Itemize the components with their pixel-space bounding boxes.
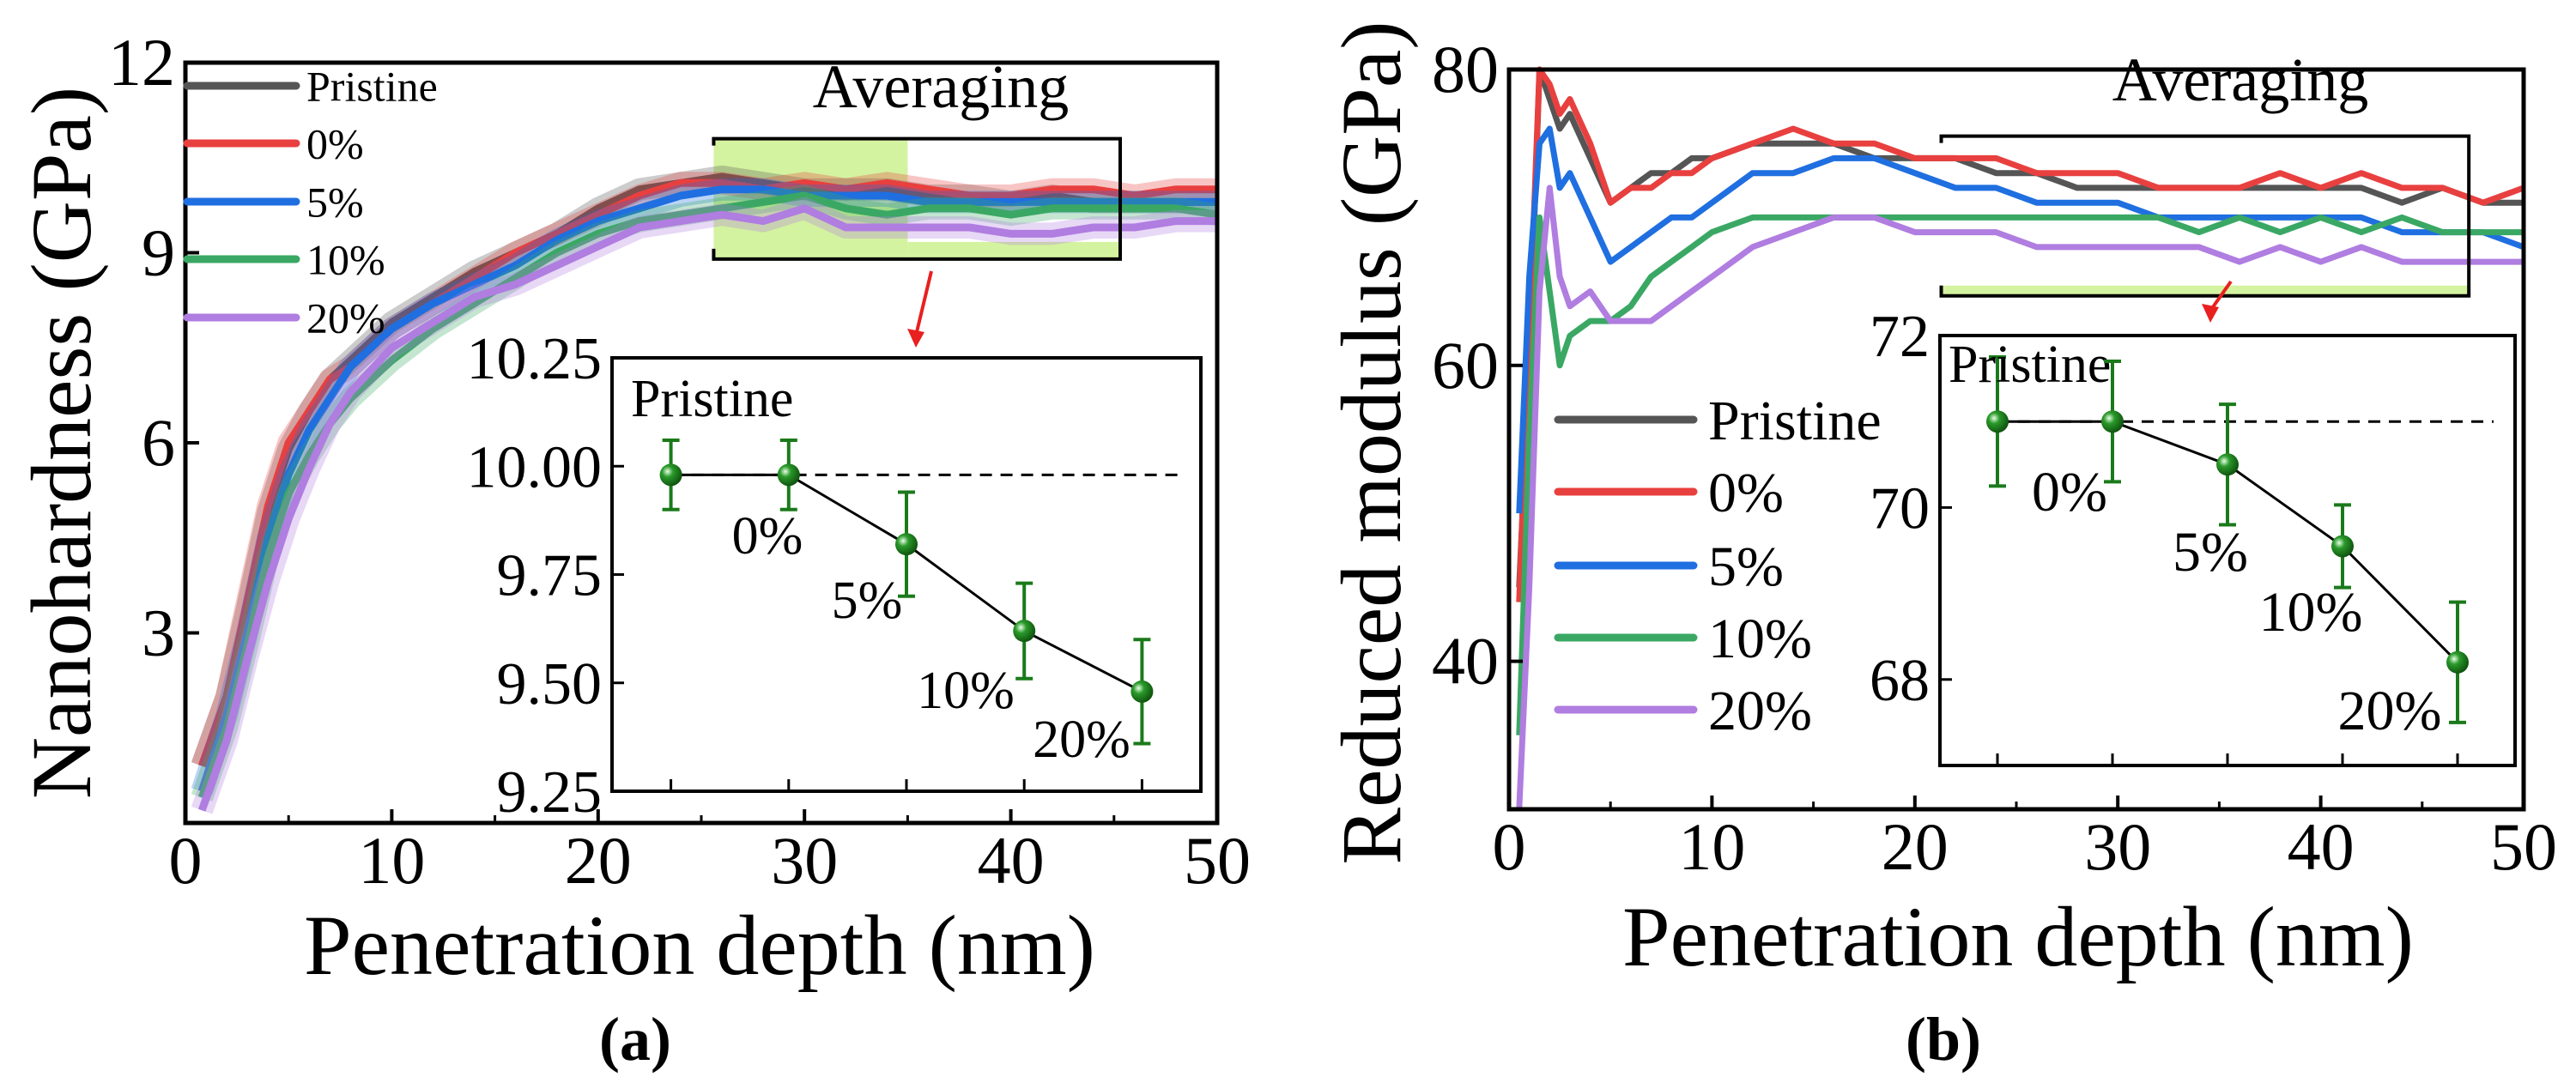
x-tick-label: 30 — [2084, 809, 2151, 884]
inset-y-tick-label: 70 — [1870, 475, 1930, 542]
x-tick-label: 20 — [565, 823, 632, 898]
legend-label: Pristine — [1708, 390, 1882, 452]
data-point — [2446, 650, 2469, 674]
inset-point-label: Pristine — [1949, 336, 2111, 394]
series-line-5% — [1516, 125, 2525, 514]
legend-label: 20% — [1708, 680, 1812, 742]
y-tick-label: 60 — [1432, 328, 1499, 402]
inset-point-label: 10% — [917, 662, 1015, 720]
data-point — [1013, 620, 1036, 643]
legend-label: 10% — [1708, 608, 1812, 670]
series-line-5% — [197, 185, 1217, 793]
data-point — [895, 533, 918, 556]
x-tick-label: 0 — [1493, 809, 1526, 884]
inset-y-tick-label: 9.25 — [497, 759, 603, 826]
legend-label: 5% — [306, 178, 364, 227]
y-tick-label: 40 — [1432, 624, 1499, 699]
inset-point-label: 20% — [1033, 711, 1130, 769]
inset-point-label: 0% — [732, 507, 803, 566]
data-point — [777, 463, 800, 487]
legend-label: 20% — [306, 294, 385, 342]
legend-label: 10% — [306, 236, 385, 284]
data-point — [1130, 680, 1154, 703]
y-tick-label: 80 — [1432, 32, 1499, 106]
x-tick-label: 20 — [1882, 809, 1949, 884]
inset-y-tick-label: 10.00 — [467, 434, 603, 500]
data-point — [1986, 410, 2009, 433]
inset-y-tick-label: 9.50 — [497, 651, 603, 717]
x-axis-title: Penetration depth (nm) — [1622, 889, 2414, 984]
inset-point-label: 5% — [832, 572, 903, 630]
averaging-label: Averaging — [2112, 45, 2369, 114]
y-tick-label: 6 — [142, 405, 175, 480]
x-tick-label: 10 — [1678, 809, 1745, 884]
x-tick-label: 50 — [1184, 823, 1251, 898]
inset-y-tick-label: 68 — [1870, 648, 1930, 714]
inset-point-label: 5% — [2173, 521, 2248, 584]
legend-label: 0% — [1708, 462, 1784, 524]
legend-label: Pristine — [306, 63, 438, 111]
series-line-10% — [197, 191, 1218, 800]
averaging-bracket — [1939, 134, 2471, 298]
red-arrow-shaft — [914, 270, 933, 336]
x-tick-label: 0 — [169, 823, 203, 898]
x-tick-label: 40 — [2288, 809, 2355, 884]
data-point — [659, 463, 682, 487]
x-tick-label: 50 — [2490, 809, 2557, 884]
x-axis-title: Penetration depth (nm) — [304, 898, 1095, 993]
averaging-bracket — [712, 136, 1123, 261]
chart-panel-1: Averaging 0 10 20 30 40 50 40 60 80 Penetration de… — [1324, 21, 2557, 1074]
series-line-0% — [1516, 66, 2525, 602]
inset-chart: 9.25 9.50 9.75 10.00 10.25 Pristine 0% 5%10% 20% — [467, 326, 1203, 826]
series-line-20% — [1516, 185, 2524, 810]
legend-label: 0% — [306, 120, 364, 168]
inset-point-label: 20% — [2338, 680, 2442, 742]
averaging-highlight — [1941, 285, 2470, 296]
inset-chart: 68 70 72 Pristine 0% 5%10% 20% — [1870, 304, 2517, 767]
data-point — [2216, 453, 2239, 476]
y-tick-label: 12 — [108, 25, 175, 100]
panel-label: (a) — [599, 1005, 671, 1074]
y-axis-title: Reduced modulus (GPa) — [1324, 21, 1419, 864]
red-arrow-head — [2202, 304, 2219, 323]
y-tick-label: 9 — [142, 215, 175, 290]
x-tick-label: 10 — [358, 823, 425, 898]
red-arrow-shaft — [2209, 280, 2233, 312]
x-tick-label: 40 — [978, 823, 1045, 898]
inset-y-tick-label: 9.75 — [497, 543, 603, 609]
y-axis-title: Nanohardness (GPa) — [14, 87, 109, 799]
series-line-0% — [197, 178, 1217, 768]
data-point — [2331, 535, 2354, 558]
inset-point-label: 10% — [2259, 581, 2363, 644]
x-tick-label: 30 — [771, 823, 838, 898]
y-tick-label: 3 — [142, 596, 175, 670]
inset-y-tick-label: 10.25 — [467, 326, 603, 392]
inset-point-label: 0% — [2032, 461, 2107, 523]
inset-point-label: Pristine — [631, 370, 793, 428]
panel-label: (b) — [1906, 1005, 1981, 1074]
averaging-highlight — [907, 241, 1121, 259]
series-line-20% — [197, 204, 1217, 812]
data-point — [2101, 410, 2124, 433]
red-arrow-head — [907, 329, 924, 348]
legend-label: 5% — [1708, 535, 1784, 598]
inset-y-tick-label: 72 — [1870, 304, 1930, 370]
